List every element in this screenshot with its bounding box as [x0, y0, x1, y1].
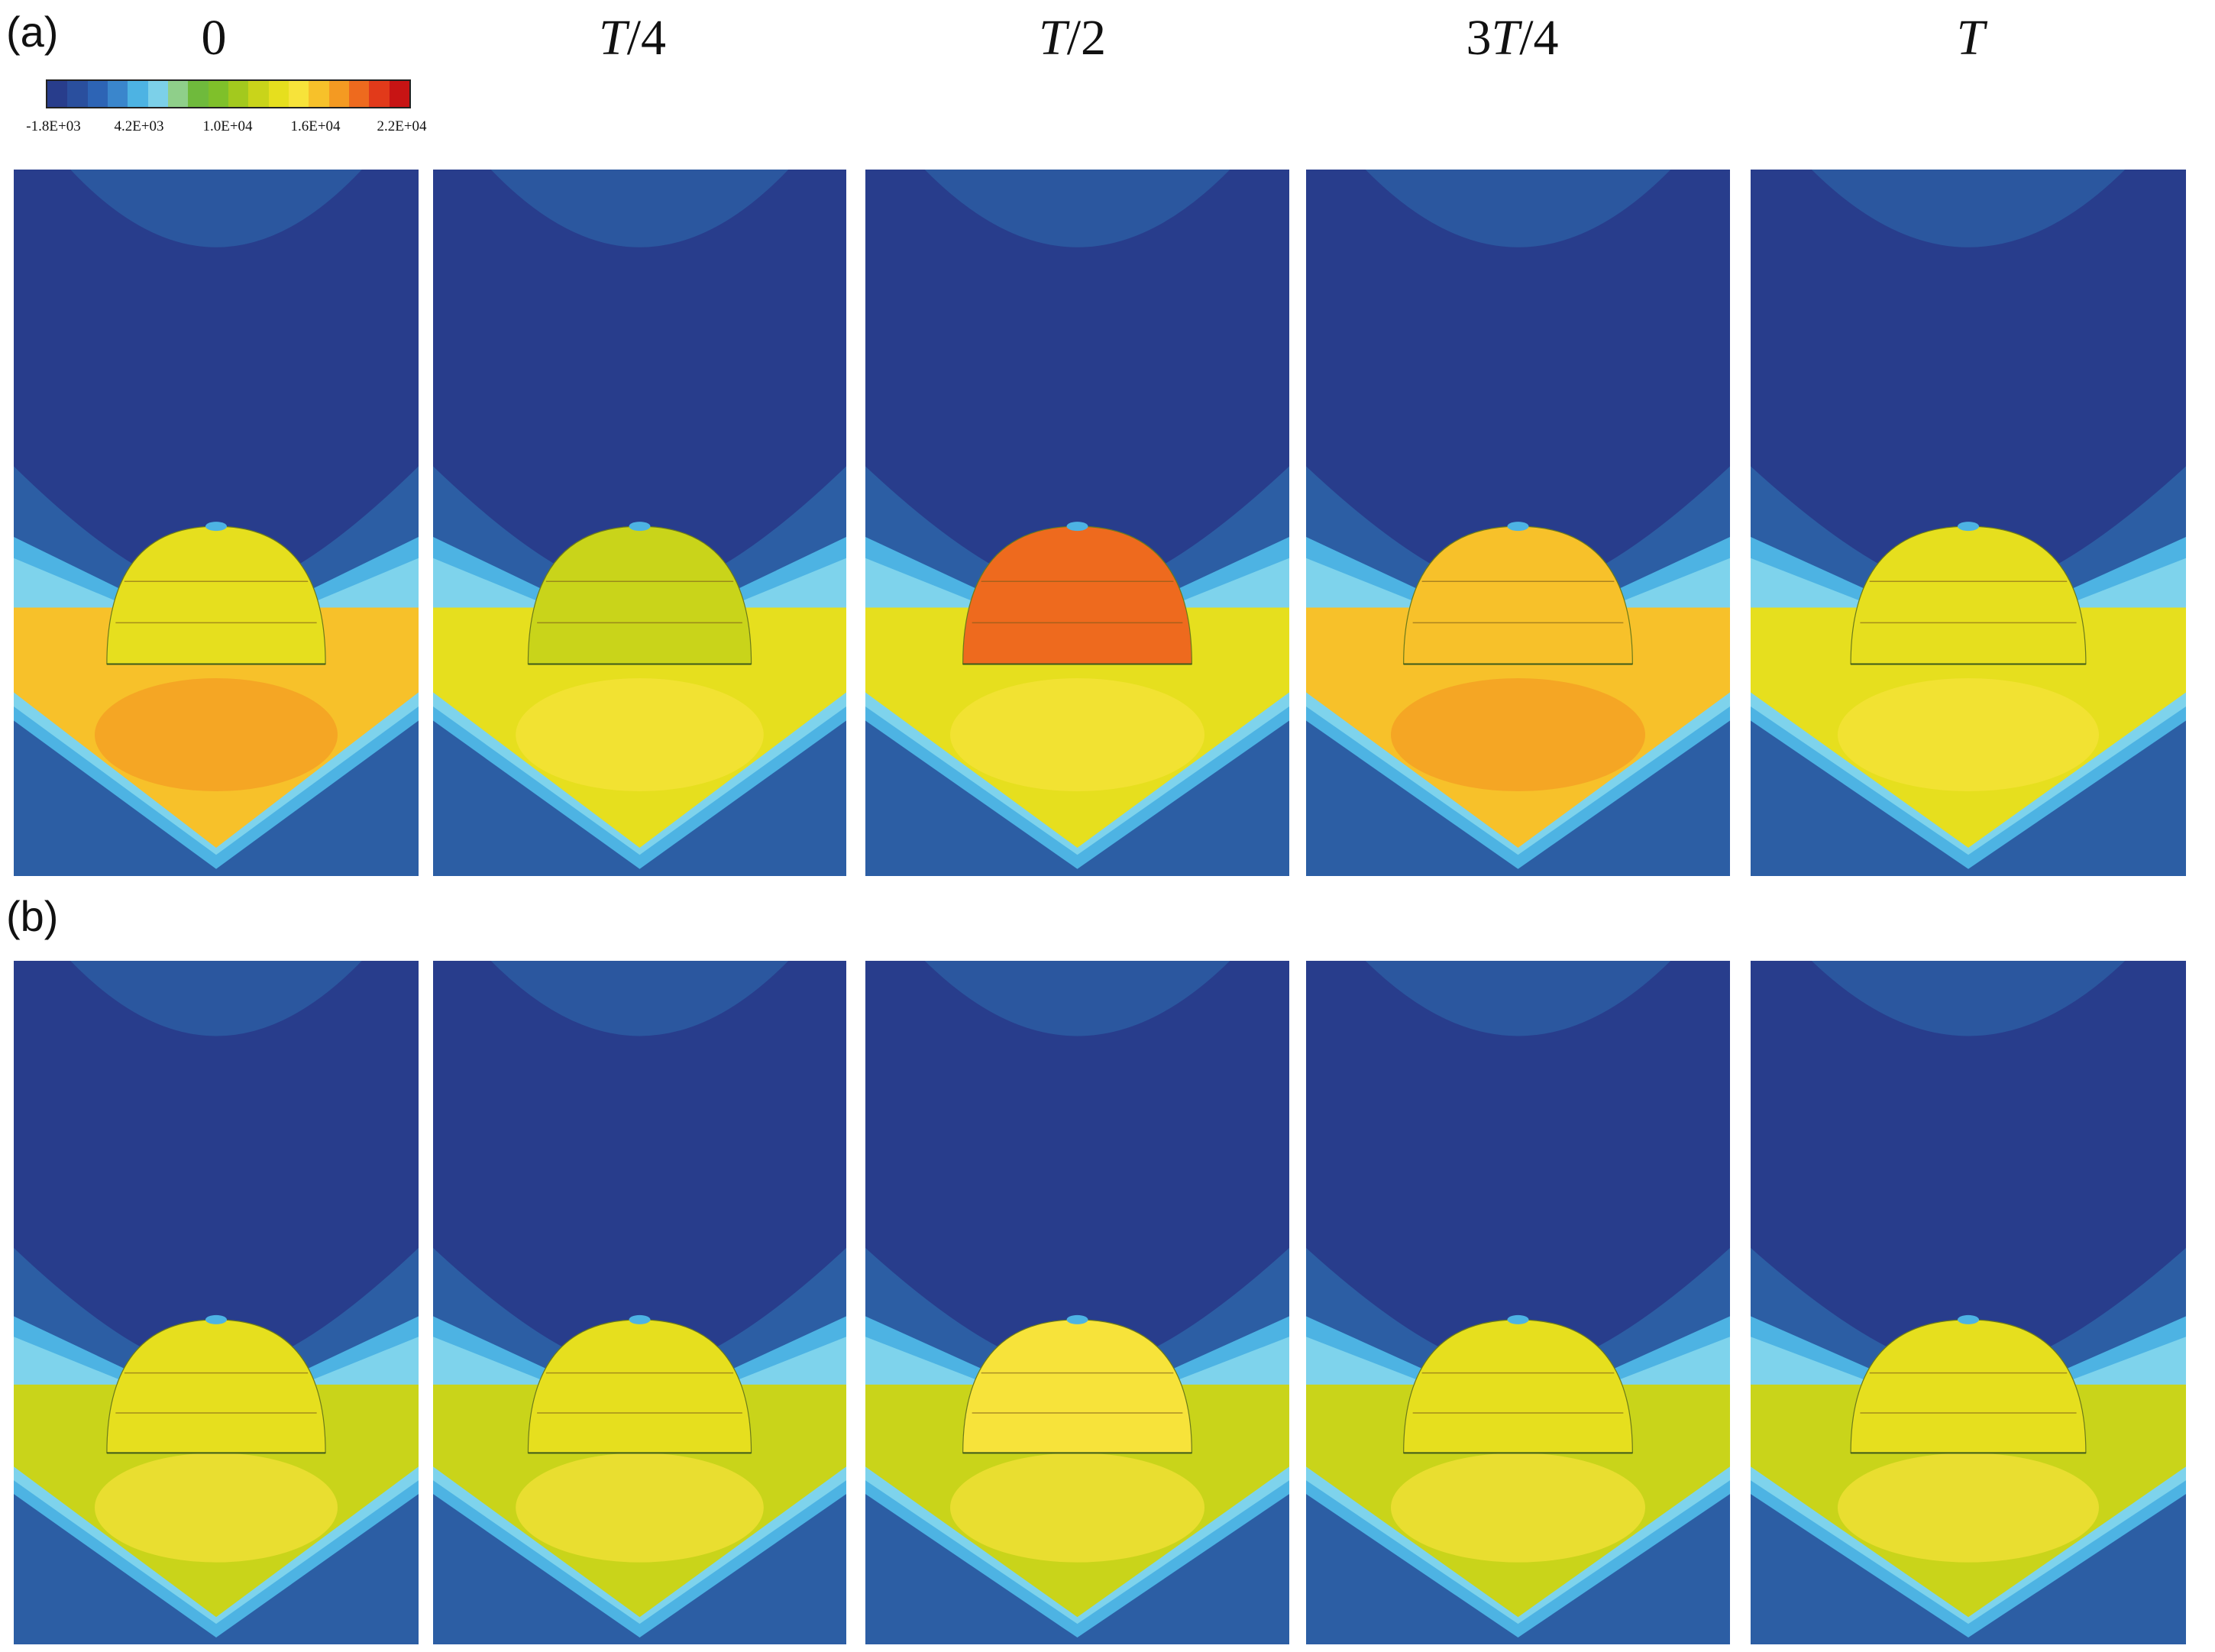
contour-panel-a-3: [1306, 170, 1730, 876]
colorbar-level: [147, 81, 169, 107]
field-v-core: [516, 678, 764, 791]
colorbar-level: [389, 81, 409, 107]
contour-field: [14, 961, 419, 1644]
contour-field: [14, 170, 419, 876]
contour-field: [1306, 961, 1730, 1644]
field-top-hump: [924, 170, 1230, 247]
contour-panel-a-0: [14, 170, 419, 876]
colorbar-tick: 2.2E+04: [377, 118, 427, 134]
contour-panel-b-4: [1751, 961, 2186, 1644]
field-deep-region: [865, 961, 1289, 1371]
field-v-core: [1838, 1453, 2099, 1563]
field-v-core: [1391, 1453, 1645, 1563]
field-v-core: [1838, 678, 2099, 791]
contour-panel-b-1: [433, 961, 846, 1644]
contour-field: [1306, 170, 1730, 876]
colorbar-level: [47, 81, 69, 107]
field-top-hump: [1365, 961, 1671, 1036]
colorbar-level: [128, 81, 149, 107]
field-v-core: [516, 1453, 764, 1563]
dome-cap: [629, 1314, 651, 1324]
colorbar-level: [289, 81, 310, 107]
panel-label-a: (a): [6, 8, 59, 56]
field-deep-region: [1306, 170, 1730, 593]
colorbar-level: [349, 81, 370, 107]
colorbar: [46, 79, 411, 108]
field-v-core: [95, 1453, 338, 1563]
column-title-t: T: [1956, 10, 1985, 66]
colorbar-level: [87, 81, 108, 107]
field-top-hump: [70, 170, 362, 247]
colorbar-level: [208, 81, 229, 107]
colorbar-level: [309, 81, 330, 107]
column-title-t-quarter: T/4: [598, 10, 667, 66]
field-deep-region: [1306, 961, 1730, 1371]
contour-panel-a-1: [433, 170, 846, 876]
field-deep-region: [1751, 961, 2186, 1371]
dome-cap: [1507, 1314, 1529, 1324]
colorbar-level: [67, 81, 89, 107]
colorbar-level: [228, 81, 250, 107]
field-v-core: [1391, 678, 1645, 791]
column-title-t-half: T/2: [1038, 10, 1107, 66]
colorbar-level: [328, 81, 350, 107]
field-top-hump: [1811, 170, 2126, 247]
colorbar-level: [188, 81, 209, 107]
field-top-hump: [1365, 170, 1671, 247]
colorbar-tick: -1.8E+03: [26, 118, 81, 134]
field-v-core: [95, 678, 338, 791]
field-top-hump: [1811, 961, 2126, 1036]
dome-cap: [1066, 1314, 1088, 1324]
dome-cap: [205, 522, 227, 532]
field-top-hump: [490, 961, 789, 1036]
column-title-0: 0: [201, 10, 227, 66]
column-title-3t-quarter: 3T/4: [1466, 10, 1559, 66]
contour-field: [433, 170, 846, 876]
field-top-hump: [70, 961, 362, 1036]
field-v-core: [950, 1453, 1205, 1563]
colorbar-level: [369, 81, 390, 107]
colorbar-tick: 1.0E+04: [202, 118, 253, 134]
contour-field: [865, 961, 1289, 1644]
dome-cap: [629, 522, 651, 532]
field-deep-region: [1751, 170, 2186, 593]
contour-panel-b-3: [1306, 961, 1730, 1644]
field-deep-region: [433, 961, 846, 1371]
dome-cap: [1958, 1314, 1979, 1324]
contour-panel-b-2: [865, 961, 1289, 1644]
colorbar-tick: 4.2E+03: [114, 118, 164, 134]
colorbar-level: [168, 81, 189, 107]
contour-field: [433, 961, 846, 1644]
contour-panel-b-0: [14, 961, 419, 1644]
colorbar-level: [108, 81, 129, 107]
dome-cap: [205, 1314, 227, 1324]
dome-cap: [1958, 522, 1979, 532]
dome-cap: [1507, 522, 1529, 532]
colorbar-tick: 1.6E+04: [290, 118, 341, 134]
field-top-hump: [490, 170, 789, 247]
panel-label-b: (b): [6, 892, 59, 940]
field-v-core: [950, 678, 1205, 791]
contour-panel-a-2: [865, 170, 1289, 876]
contour-field: [1751, 961, 2186, 1644]
field-deep-region: [14, 170, 419, 593]
contour-panel-a-4: [1751, 170, 2186, 876]
field-deep-region: [14, 961, 419, 1371]
colorbar-level: [268, 81, 289, 107]
field-top-hump: [924, 961, 1230, 1036]
field-deep-region: [433, 170, 846, 593]
contour-field: [865, 170, 1289, 876]
dome-cap: [1066, 522, 1088, 532]
contour-field: [1751, 170, 2186, 876]
colorbar-level: [248, 81, 270, 107]
field-deep-region: [865, 170, 1289, 593]
